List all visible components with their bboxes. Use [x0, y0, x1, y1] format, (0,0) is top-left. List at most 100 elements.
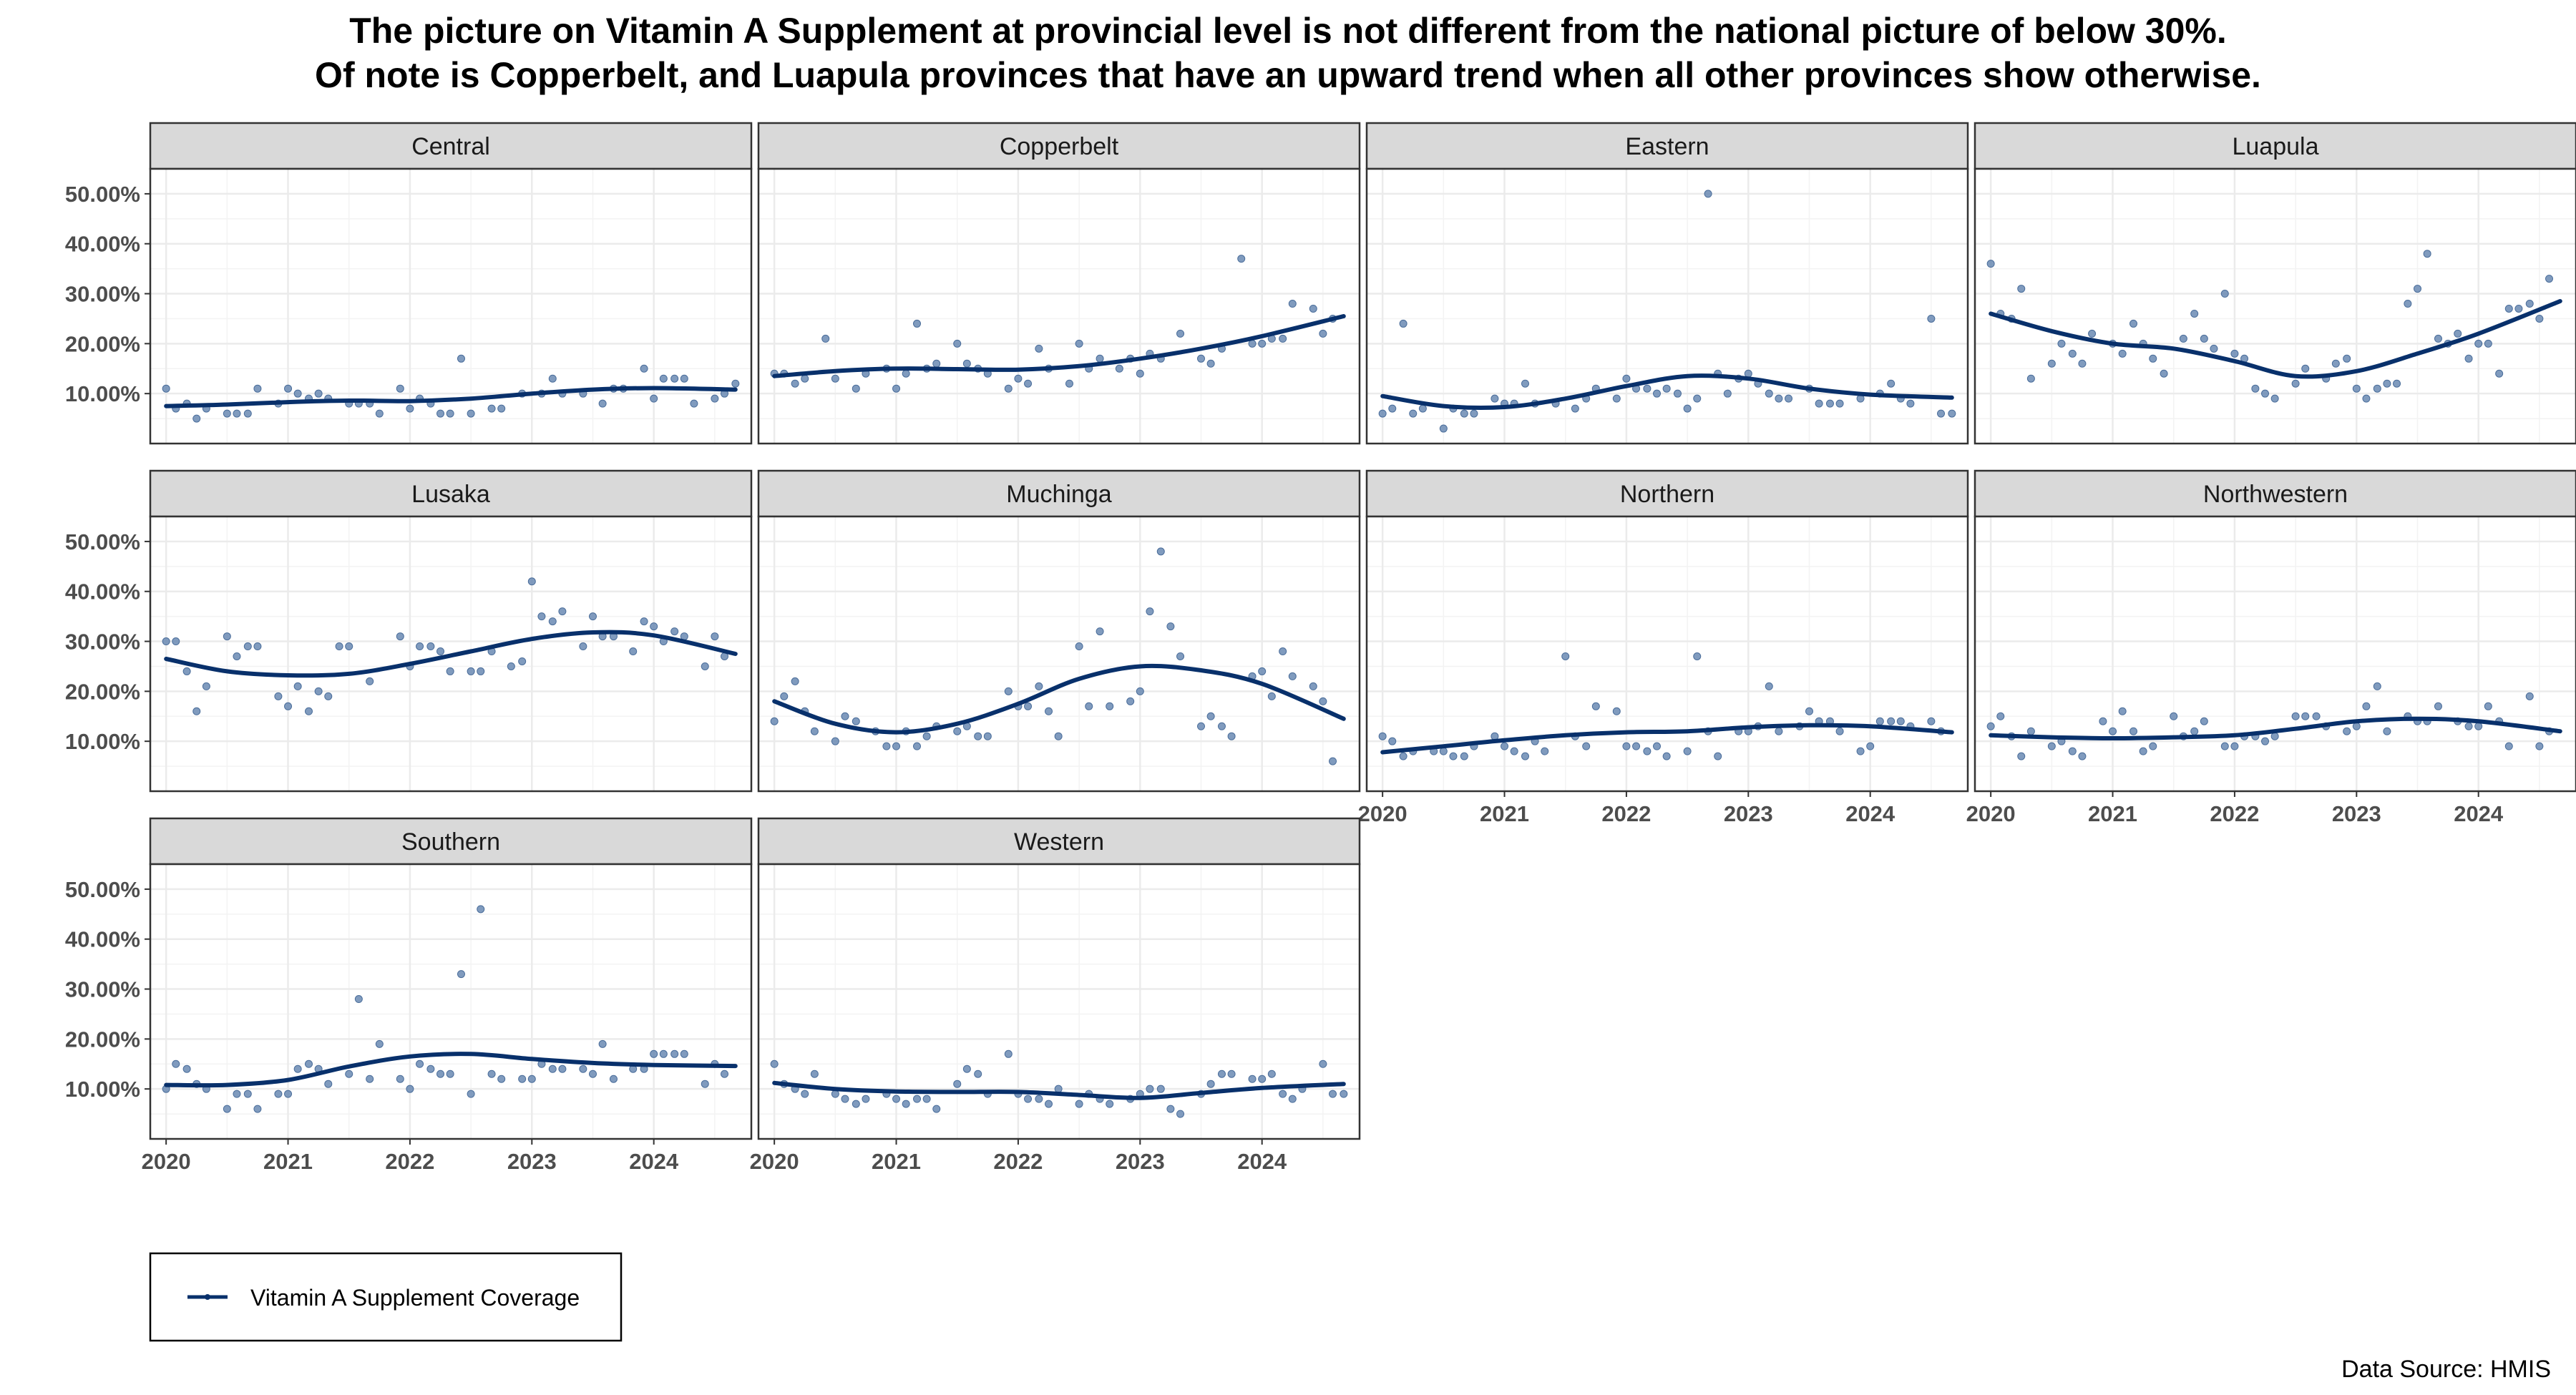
data-point	[862, 1095, 870, 1103]
data-point	[1045, 707, 1053, 715]
data-point	[1683, 747, 1692, 755]
panel-border	[757, 863, 1361, 1140]
data-point	[375, 1039, 384, 1048]
data-point	[2088, 329, 2097, 338]
data-point	[852, 384, 860, 393]
data-point	[1622, 742, 1631, 750]
data-point	[1470, 409, 1478, 418]
data-point	[1378, 409, 1387, 418]
data-point	[1571, 404, 1579, 413]
data-point	[1643, 747, 1652, 755]
data-point	[274, 1090, 283, 1098]
x-tick-label: 2020	[1966, 801, 2016, 826]
facet-strip	[1365, 469, 1969, 518]
data-point	[962, 359, 971, 368]
data-point	[640, 617, 648, 626]
data-point	[1835, 399, 1844, 408]
facet-strip-label: Western	[1014, 828, 1104, 856]
data-point	[902, 1100, 910, 1108]
data-point	[314, 687, 323, 695]
data-point	[913, 1095, 922, 1103]
data-point	[598, 399, 607, 408]
data-point	[690, 399, 698, 408]
data-point	[1217, 722, 1226, 730]
data-point	[1591, 702, 1600, 710]
data-point	[680, 1049, 688, 1058]
data-point	[1319, 697, 1327, 705]
x-tick-label: 2022	[993, 1149, 1043, 1174]
data-point	[233, 409, 241, 418]
legend-box	[149, 1252, 623, 1342]
data-point	[659, 374, 668, 383]
panel-border	[1974, 515, 2576, 793]
trend-line	[772, 1080, 1346, 1100]
data-point	[1418, 404, 1427, 413]
facet-strip	[1974, 469, 2576, 518]
data-point	[2160, 369, 2168, 378]
data-point	[497, 1075, 506, 1083]
data-point	[1054, 1085, 1063, 1093]
trend-line	[1989, 716, 2562, 741]
facet-strip-label: Northern	[1620, 481, 1714, 508]
data-point	[324, 1080, 333, 1088]
data-point	[2139, 747, 2147, 755]
data-point	[2383, 727, 2391, 735]
data-point	[852, 1100, 860, 1108]
y-tick-label: 40.00%	[65, 579, 140, 604]
data-point	[932, 1105, 941, 1113]
data-point	[2149, 742, 2157, 750]
data-point	[2362, 702, 2371, 710]
data-point	[922, 732, 931, 740]
data-point	[650, 622, 658, 631]
data-point	[2383, 379, 2391, 388]
facet-strip-label: Northwestern	[2203, 481, 2348, 508]
data-point	[1388, 404, 1397, 413]
data-point	[518, 657, 527, 665]
x-tick-label: 2020	[142, 1149, 191, 1174]
data-point	[2535, 314, 2544, 323]
x-tick-label: 2022	[2210, 801, 2259, 826]
data-point	[1541, 747, 1549, 755]
data-point	[293, 682, 302, 690]
data-point	[457, 970, 465, 979]
data-point	[1248, 339, 1257, 348]
data-point	[2535, 742, 2544, 750]
data-point	[1258, 667, 1267, 675]
data-point	[284, 1090, 293, 1098]
data-point	[253, 384, 262, 393]
panel-border	[757, 167, 1361, 445]
data-point	[1126, 697, 1135, 705]
data-point	[598, 1039, 607, 1048]
data-point	[1948, 409, 1956, 418]
data-point	[1875, 717, 1884, 725]
data-point	[416, 642, 424, 651]
data-point	[274, 692, 283, 700]
trend-line	[1989, 299, 2562, 379]
facet-strip	[149, 122, 753, 170]
data-point	[1785, 394, 1793, 403]
facet-panels: Central 10.00% 20.00% 30.00% 40.00% 50.00% Cop…	[65, 122, 2576, 1174]
data-point	[2270, 732, 2279, 740]
data-point	[2057, 339, 2066, 348]
data-point	[527, 577, 536, 586]
data-point	[1775, 394, 1783, 403]
data-point	[1653, 389, 1662, 398]
data-point	[2373, 384, 2381, 393]
panel-background	[150, 864, 751, 1139]
data-point	[2362, 394, 2371, 403]
data-point	[953, 339, 962, 348]
x-tick-label: 2024	[1237, 1149, 1287, 1174]
data-point	[284, 384, 293, 393]
data-point	[670, 1049, 679, 1058]
data-point	[1096, 354, 1104, 363]
data-point	[1887, 379, 1896, 388]
data-point	[588, 612, 597, 621]
data-point	[2261, 389, 2270, 398]
facet-strip	[149, 817, 753, 866]
facet-strip-label: Central	[411, 133, 490, 160]
data-point	[182, 1064, 191, 1073]
data-point	[962, 1064, 971, 1073]
data-point	[1460, 752, 1468, 760]
data-point	[2525, 692, 2534, 700]
data-point	[1166, 1105, 1175, 1113]
